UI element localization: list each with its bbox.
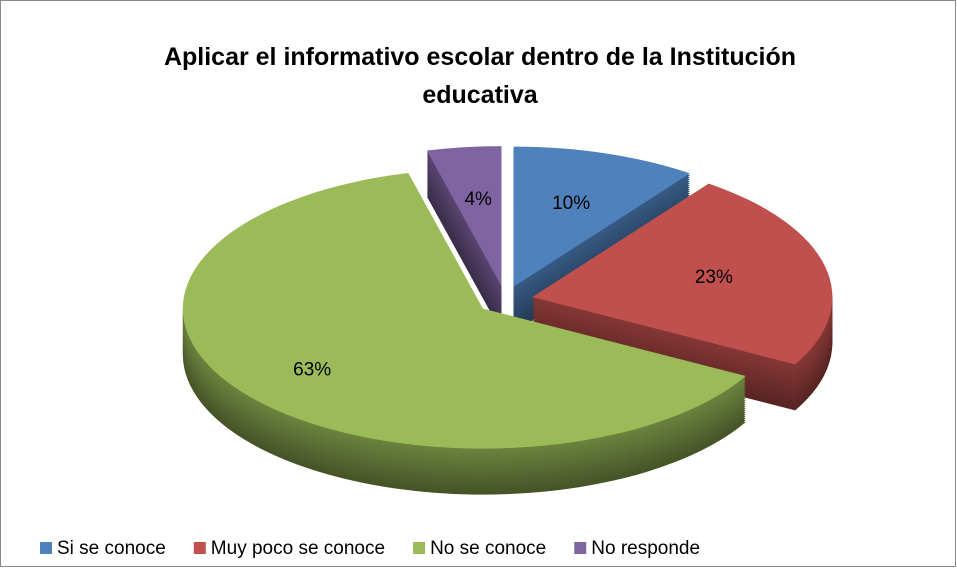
legend-swatch: [40, 542, 52, 554]
data-label: 63%: [293, 359, 331, 380]
legend-label: Si se conoce: [57, 538, 166, 559]
data-label: 4%: [464, 189, 492, 210]
chart-title: Aplicar el informativo escolar dentro de…: [163, 43, 797, 109]
slice: [426, 146, 502, 287]
slice: [532, 183, 833, 365]
legend-label: No se conoce: [430, 538, 546, 559]
slice: [182, 172, 746, 449]
legend-label: Muy poco se conoce: [211, 538, 385, 559]
slice: [513, 146, 690, 287]
data-label: 23%: [695, 267, 733, 288]
legend-swatch: [413, 542, 426, 554]
legend-label: No responde: [591, 538, 700, 559]
legend-swatch: [574, 542, 587, 554]
data-label: 10%: [552, 193, 590, 214]
legend-swatch: [193, 542, 206, 554]
